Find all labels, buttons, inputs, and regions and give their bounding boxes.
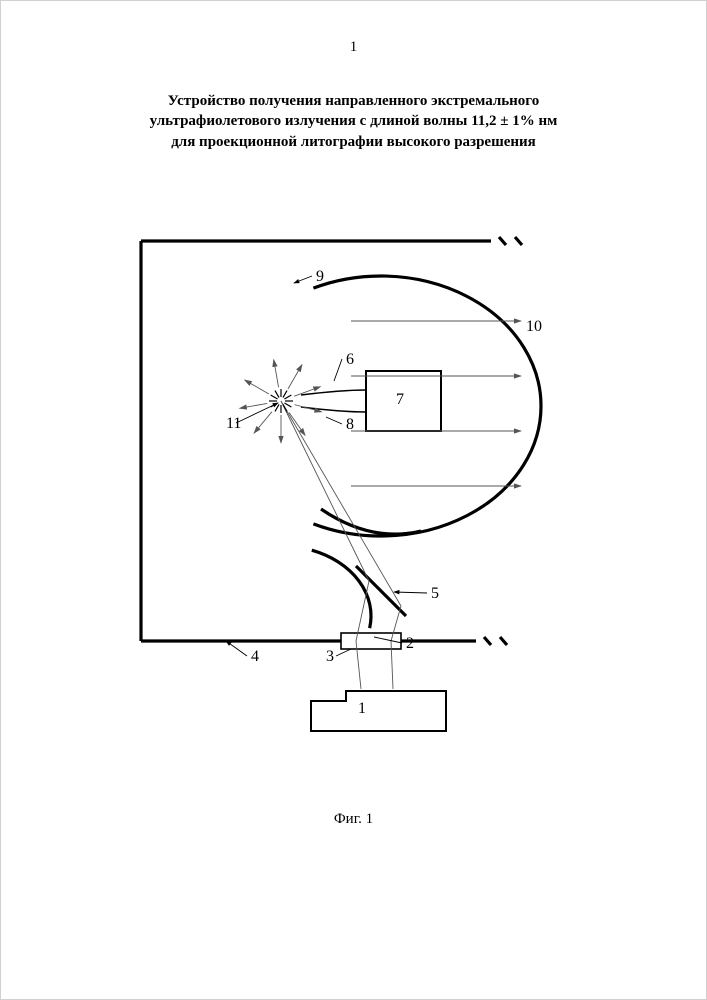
svg-text:4: 4 [251, 648, 259, 665]
title-line-3: для проекционной литографии высокого раз… [171, 134, 536, 150]
svg-text:8: 8 [346, 416, 354, 433]
svg-text:7: 7 [396, 391, 404, 408]
page: 1 Устройство получения направленного экс… [0, 0, 707, 1000]
figure-caption: Фиг. 1 [1, 811, 706, 828]
document-title: Устройство получения направленного экстр… [121, 91, 586, 152]
svg-text:9: 9 [316, 268, 324, 285]
svg-text:2: 2 [406, 635, 414, 652]
svg-text:10: 10 [526, 318, 542, 335]
svg-text:11: 11 [226, 415, 241, 432]
figure-1: 1 2 3 4 5 6 7 8 9 10 11 [131, 221, 581, 781]
title-line-2: ультрафиолетового излучения с длиной вол… [150, 113, 558, 129]
title-line-1: Устройство получения направленного экстр… [168, 93, 540, 109]
figure-svg: 1 2 3 4 5 6 7 8 9 10 11 [131, 221, 581, 781]
svg-text:3: 3 [326, 648, 334, 665]
svg-text:1: 1 [358, 700, 366, 717]
svg-text:5: 5 [431, 585, 439, 602]
page-number: 1 [1, 39, 706, 56]
svg-text:6: 6 [346, 351, 354, 368]
